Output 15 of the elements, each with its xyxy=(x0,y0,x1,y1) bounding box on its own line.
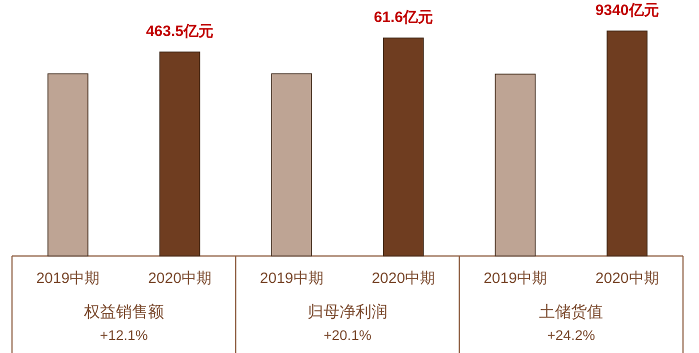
data-label: 463.5亿元 xyxy=(146,23,214,40)
x-tick-label: 2020中期 xyxy=(148,270,212,287)
x-tick-label: 2020中期 xyxy=(595,270,659,287)
data-label: 61.6亿元 xyxy=(374,9,434,26)
x-axis-title: 土储货值 xyxy=(539,303,604,321)
x-tick-label: 2019中期 xyxy=(36,270,100,287)
text: +24.2% xyxy=(547,327,596,343)
x-axis-title: 权益销售额 xyxy=(82,303,164,321)
x-axis-title: 归母净利润 xyxy=(308,303,388,321)
text: +20.1% xyxy=(324,327,372,343)
x-tick-label: 2020中期 xyxy=(372,270,436,287)
x-tick-label: 2019中期 xyxy=(484,270,547,287)
x-tick-label: 2019中期 xyxy=(260,270,324,287)
text: +12.1% xyxy=(100,327,148,343)
data-label: 9340亿元 xyxy=(595,2,659,19)
